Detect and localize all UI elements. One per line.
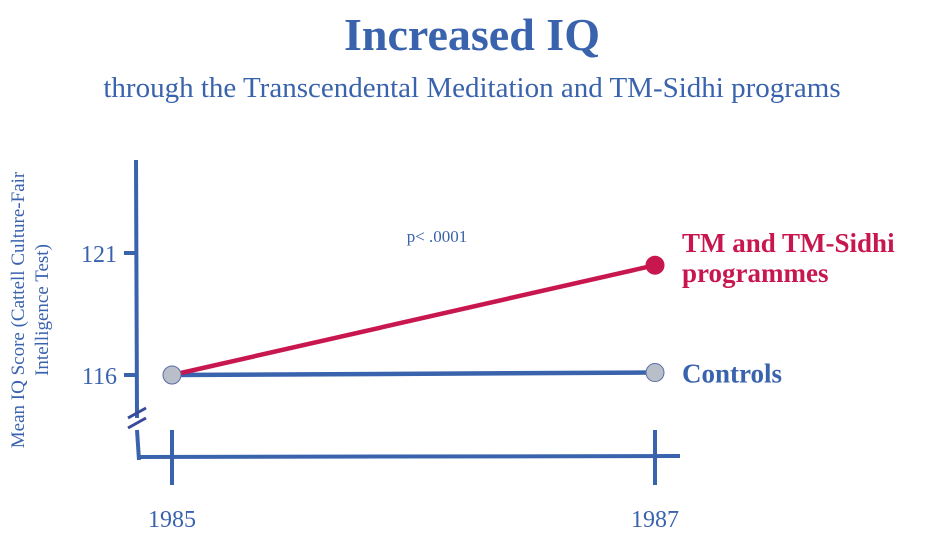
data-point	[162, 365, 182, 385]
data-point	[645, 255, 665, 275]
x-tick-label: 1987	[631, 507, 679, 533]
chart-subtitle: through the Transcendental Meditation an…	[103, 72, 841, 104]
y-axis-label-line: Mean IQ Score (Cattell Culture-Fair	[8, 171, 29, 448]
data-point	[645, 363, 665, 383]
significance-annotation: p< .0001	[407, 227, 468, 246]
chart-title: Increased IQ	[344, 9, 600, 60]
series-label-line: TM and TM-Sidhi	[682, 228, 895, 258]
y-axis	[134, 159, 139, 419]
series-label-0: TM and TM-Sidhi programmes	[682, 228, 895, 288]
series-label-1: Controls	[682, 359, 782, 389]
x-axis	[136, 454, 681, 459]
series-label-line: programmes	[682, 258, 828, 288]
y-axis-label-line: Intelligence Test)	[32, 244, 53, 376]
y-tick-label: 116	[82, 364, 117, 390]
y-tick-label: 121	[81, 242, 117, 268]
axis-break-mark	[127, 406, 147, 420]
x-tick-label: 1985	[148, 507, 196, 533]
y-axis-label: Mean IQ Score (Cattell Culture-Fair Intel…	[8, 171, 53, 448]
series-line-1	[171, 370, 656, 378]
series-line-0	[171, 263, 656, 378]
series-label-line: Controls	[682, 359, 782, 389]
axis-break-mark	[127, 416, 147, 430]
